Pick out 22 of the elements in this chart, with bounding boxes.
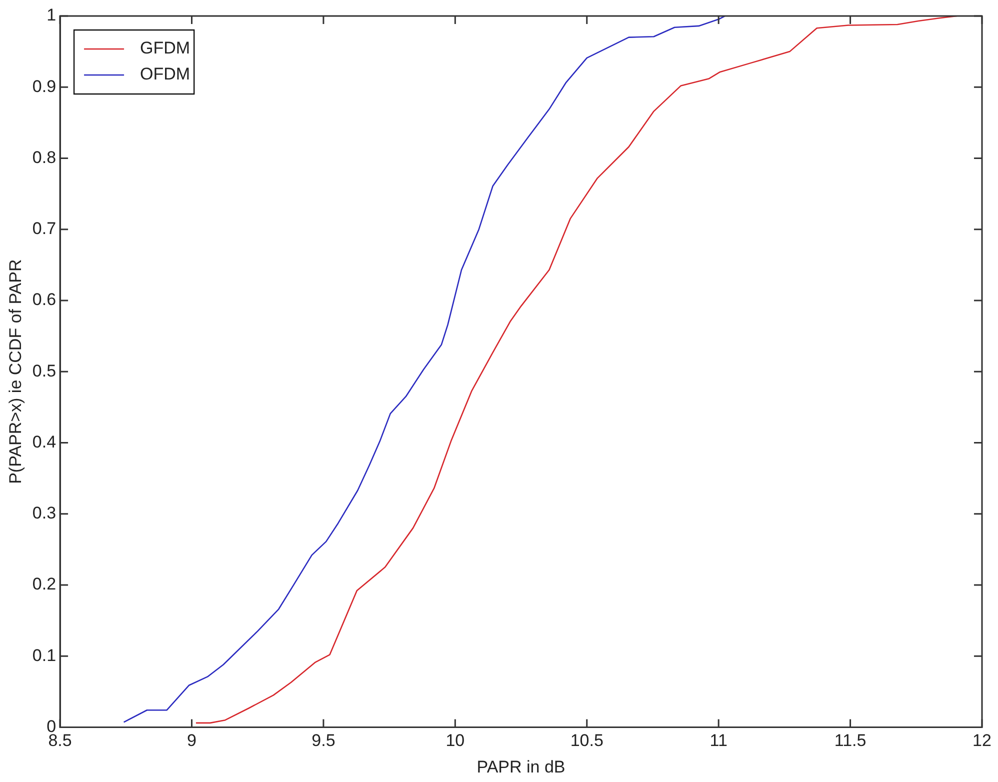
y-tick-label: 0.9: [32, 76, 56, 96]
x-tick-label: 9: [187, 731, 196, 750]
y-tick-label: 0.3: [32, 504, 56, 523]
y-axis-title: P(PAPR>x) ie CCDF of PAPR: [6, 259, 25, 484]
y-tick-label: 0.2: [32, 574, 56, 594]
legend-label: OFDM: [140, 64, 190, 84]
y-tick-label: 0.8: [32, 148, 56, 167]
x-axis-title: PAPR in dB: [476, 757, 566, 776]
y-tick-label: 1: [46, 6, 56, 25]
x-tick-label: 10.5: [570, 731, 604, 750]
x-tick-label: 12: [972, 731, 992, 750]
x-tick-label: 10: [446, 731, 465, 750]
x-tick-label: 9.5: [312, 731, 336, 750]
x-tick-label: 11.5: [834, 731, 866, 750]
y-tick-label: 0.5: [32, 361, 56, 380]
y-tick-label: 0.7: [32, 219, 56, 238]
x-tick-label: 11: [710, 731, 728, 750]
y-tick-label: 0.4: [32, 432, 56, 452]
legend-label: GFDM: [140, 38, 190, 58]
x-tick-label: 8.5: [48, 731, 72, 750]
y-tick-label: 0.6: [32, 290, 56, 310]
y-tick-label: 0.1: [32, 646, 56, 665]
